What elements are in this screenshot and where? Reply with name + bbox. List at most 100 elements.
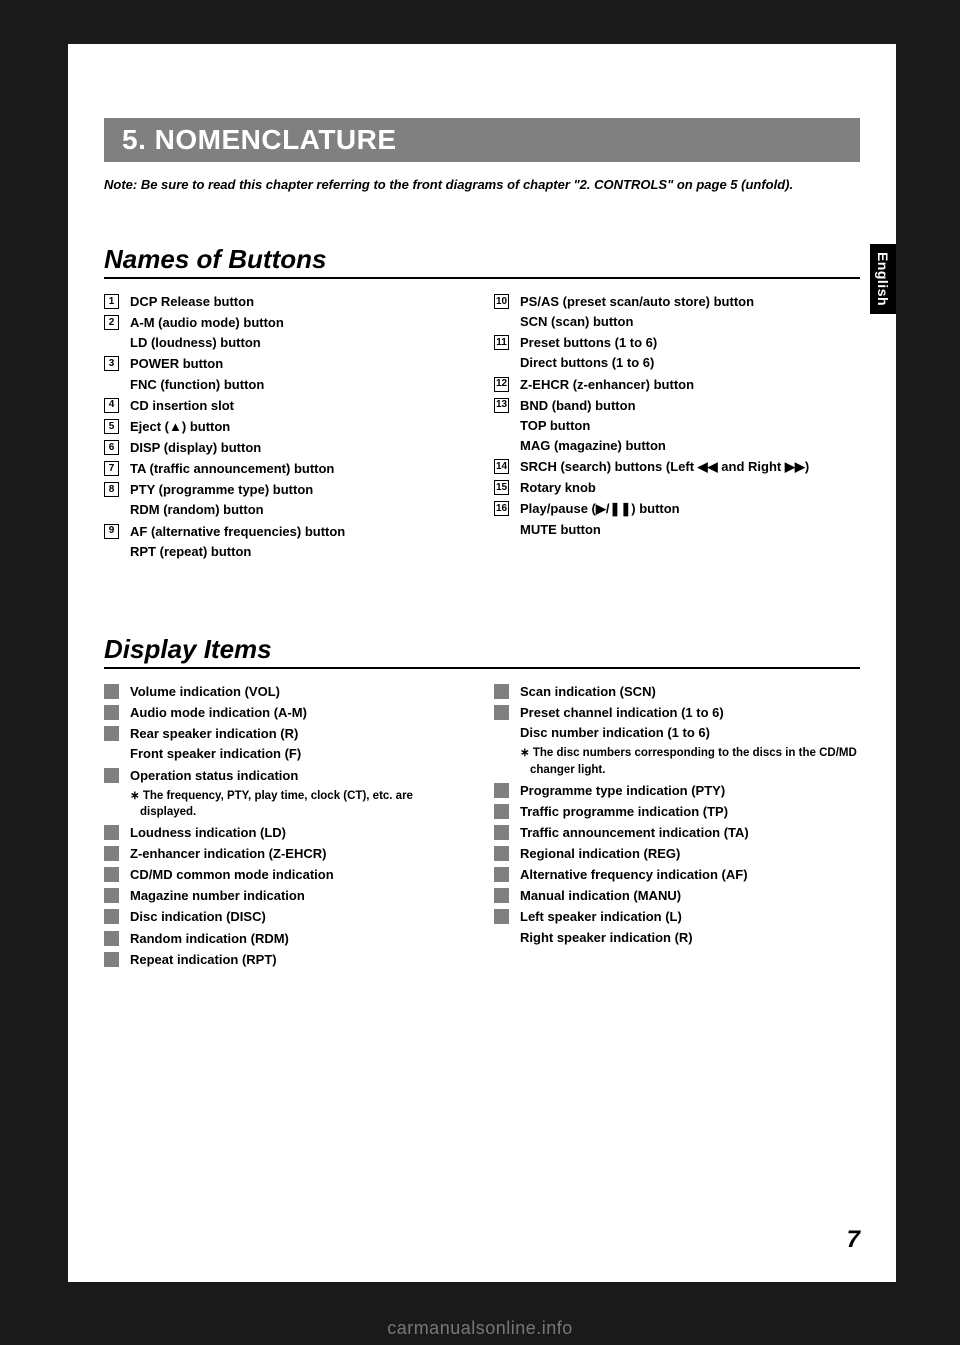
item-text: AF (alternative frequencies) buttonRPT (…	[130, 522, 470, 562]
item-number-box: 16	[494, 499, 520, 516]
item-gray-box	[104, 950, 130, 967]
item-gray-box	[104, 823, 130, 840]
item-number-box: 10	[494, 292, 520, 309]
list-item: 8PTY (programme type) buttonRDM (random)…	[104, 480, 470, 520]
item-text: Rear speaker indication (R)Front speaker…	[130, 724, 470, 764]
item-text: Operation status indication∗ The frequen…	[130, 766, 470, 822]
page-number: 7	[847, 1226, 860, 1254]
item-text: Audio mode indication (A-M)	[130, 703, 470, 723]
item-gray-box	[494, 907, 520, 924]
item-number-box: 4	[104, 396, 130, 413]
item-number-box: 14	[494, 457, 520, 474]
list-item: Operation status indication∗ The frequen…	[104, 766, 470, 822]
language-tab: English	[870, 244, 896, 314]
item-text: Manual indication (MANU)	[520, 886, 860, 906]
item-gray-box	[104, 682, 130, 699]
list-item: 9AF (alternative frequencies) buttonRPT …	[104, 522, 470, 562]
section-heading-names-of-buttons: Names of Buttons	[104, 244, 860, 279]
item-text: Traffic programme indication (TP)	[520, 802, 860, 822]
list-item: 15Rotary knob	[494, 478, 860, 498]
item-number-box: 11	[494, 333, 520, 350]
item-number-box: 1	[104, 292, 130, 309]
list-item: 5Eject (▲) button	[104, 417, 470, 437]
manual-page: 5. NOMENCLATURE Note: Be sure to read th…	[68, 44, 896, 1282]
list-item: 6DISP (display) button	[104, 438, 470, 458]
item-gray-box	[494, 865, 520, 882]
item-text: PTY (programme type) buttonRDM (random) …	[130, 480, 470, 520]
item-text: Left speaker indication (L)Right speaker…	[520, 907, 860, 947]
list-item: 4CD insertion slot	[104, 396, 470, 416]
item-text: Scan indication (SCN)	[520, 682, 860, 702]
item-text: Loudness indication (LD)	[130, 823, 470, 843]
item-text: Play/pause (▶/❚❚) buttonMUTE button	[520, 499, 860, 539]
list-item: Repeat indication (RPT)	[104, 950, 470, 970]
item-text: POWER buttonFNC (function) button	[130, 354, 470, 394]
display-left-column: Volume indication (VOL)Audio mode indica…	[104, 682, 482, 971]
item-text: Z-EHCR (z-enhancer) button	[520, 375, 860, 395]
chapter-title: 5. NOMENCLATURE	[122, 124, 397, 156]
item-number-box: 9	[104, 522, 130, 539]
item-number-box: 2	[104, 313, 130, 330]
list-item: 14SRCH (search) buttons (Left ◀◀ and Rig…	[494, 457, 860, 477]
item-gray-box	[104, 886, 130, 903]
item-text: Volume indication (VOL)	[130, 682, 470, 702]
list-item: Traffic announcement indication (TA)	[494, 823, 860, 843]
item-gray-box	[494, 703, 520, 720]
list-item: Loudness indication (LD)	[104, 823, 470, 843]
item-text: Programme type indication (PTY)	[520, 781, 860, 801]
list-item: Scan indication (SCN)	[494, 682, 860, 702]
item-text: PS/AS (preset scan/auto store) buttonSCN…	[520, 292, 860, 332]
chapter-title-bar: 5. NOMENCLATURE	[104, 118, 860, 162]
language-tab-label: English	[875, 252, 891, 306]
list-item: Audio mode indication (A-M)	[104, 703, 470, 723]
list-item: 10PS/AS (preset scan/auto store) buttonS…	[494, 292, 860, 332]
item-text: Alternative frequency indication (AF)	[520, 865, 860, 885]
item-text: SRCH (search) buttons (Left ◀◀ and Right…	[520, 457, 860, 477]
list-item: Alternative frequency indication (AF)	[494, 865, 860, 885]
item-number-box: 7	[104, 459, 130, 476]
names-left-column: 1DCP Release button2A-M (audio mode) but…	[104, 292, 482, 563]
item-number-box: 13	[494, 396, 520, 413]
list-item: Random indication (RDM)	[104, 929, 470, 949]
list-item: Disc indication (DISC)	[104, 907, 470, 927]
display-items-columns: Volume indication (VOL)Audio mode indica…	[104, 682, 860, 971]
list-item: Preset channel indication (1 to 6)Disc n…	[494, 703, 860, 779]
list-item: Magazine number indication	[104, 886, 470, 906]
list-item: Rear speaker indication (R)Front speaker…	[104, 724, 470, 764]
display-right-column: Scan indication (SCN)Preset channel indi…	[482, 682, 860, 971]
item-number-box: 12	[494, 375, 520, 392]
item-text: Regional indication (REG)	[520, 844, 860, 864]
list-item: 7TA (traffic announcement) button	[104, 459, 470, 479]
item-text: Eject (▲) button	[130, 417, 470, 437]
chapter-note: Note: Be sure to read this chapter refer…	[104, 176, 860, 194]
item-gray-box	[494, 682, 520, 699]
item-gray-box	[494, 844, 520, 861]
item-text: Preset channel indication (1 to 6)Disc n…	[520, 703, 860, 779]
list-item: Left speaker indication (L)Right speaker…	[494, 907, 860, 947]
item-text: Repeat indication (RPT)	[130, 950, 470, 970]
list-item: Volume indication (VOL)	[104, 682, 470, 702]
item-number-box: 6	[104, 438, 130, 455]
item-text: Disc indication (DISC)	[130, 907, 470, 927]
list-item: 13BND (band) buttonTOP buttonMAG (magazi…	[494, 396, 860, 456]
item-text: Traffic announcement indication (TA)	[520, 823, 860, 843]
item-text: Magazine number indication	[130, 886, 470, 906]
item-text: CD/MD common mode indication	[130, 865, 470, 885]
item-gray-box	[104, 724, 130, 741]
item-text: DISP (display) button	[130, 438, 470, 458]
item-text: TA (traffic announcement) button	[130, 459, 470, 479]
item-number-box: 8	[104, 480, 130, 497]
item-text: Z-enhancer indication (Z-EHCR)	[130, 844, 470, 864]
item-gray-box	[104, 865, 130, 882]
list-item: 2A-M (audio mode) buttonLD (loudness) bu…	[104, 313, 470, 353]
list-item: Z-enhancer indication (Z-EHCR)	[104, 844, 470, 864]
names-of-buttons-columns: 1DCP Release button2A-M (audio mode) but…	[104, 292, 860, 563]
list-item: Manual indication (MANU)	[494, 886, 860, 906]
item-text: CD insertion slot	[130, 396, 470, 416]
list-item: 12Z-EHCR (z-enhancer) button	[494, 375, 860, 395]
list-item: 3POWER buttonFNC (function) button	[104, 354, 470, 394]
list-item: Traffic programme indication (TP)	[494, 802, 860, 822]
item-gray-box	[494, 823, 520, 840]
section-heading-display-items: Display Items	[104, 634, 860, 669]
item-number-box: 5	[104, 417, 130, 434]
